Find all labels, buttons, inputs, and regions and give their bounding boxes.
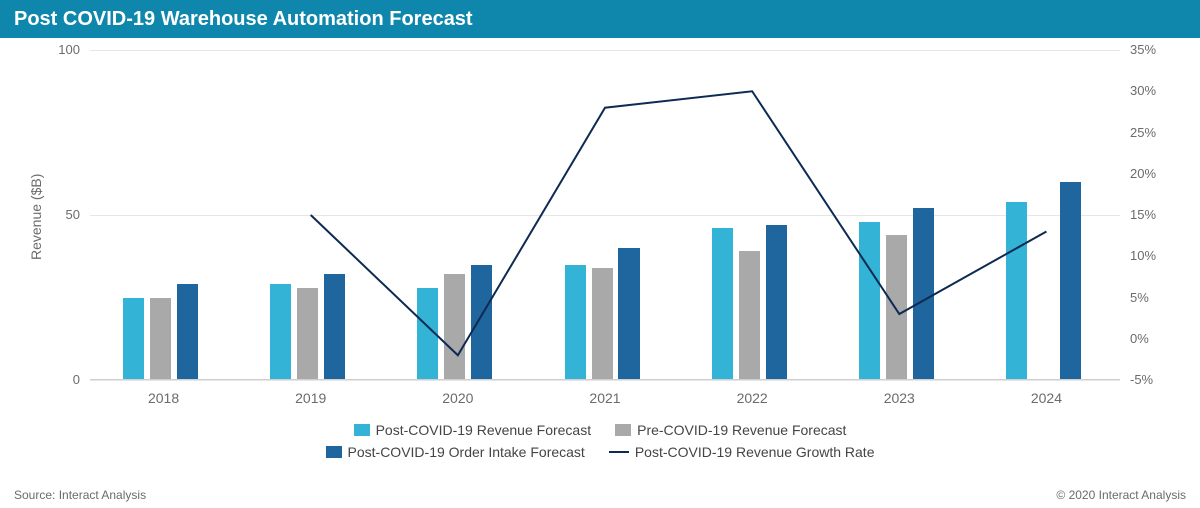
legend-item: Post-COVID-19 Revenue Growth Rate (609, 444, 875, 460)
legend: Post-COVID-19 Revenue Forecast Pre-COVID-… (300, 422, 900, 460)
copyright-label: © 2020 Interact Analysis (1056, 488, 1186, 502)
page-title: Post COVID-19 Warehouse Automation Forec… (14, 8, 473, 30)
legend-swatch (326, 446, 342, 458)
ytick-right: 0% (1130, 331, 1149, 346)
ytick-left: 100 (40, 42, 80, 57)
ytick-right: 10% (1130, 248, 1156, 263)
xtick: 2024 (1031, 390, 1062, 406)
plot-area: 050100-5%0%5%10%15%20%25%30%35%Revenue (… (90, 50, 1120, 380)
ytick-right: 25% (1130, 125, 1156, 140)
ytick-right: 30% (1130, 83, 1156, 98)
source-label: Source: Interact Analysis (14, 488, 146, 502)
legend-label: Post-COVID-19 Order Intake Forecast (348, 444, 585, 460)
gridline (90, 380, 1120, 381)
xtick: 2023 (884, 390, 915, 406)
legend-item: Post-COVID-19 Order Intake Forecast (326, 444, 585, 460)
xtick: 2020 (442, 390, 473, 406)
growth-line (90, 50, 1120, 380)
xtick: 2018 (148, 390, 179, 406)
xtick: 2019 (295, 390, 326, 406)
ytick-right: -5% (1130, 372, 1153, 387)
xtick: 2021 (589, 390, 620, 406)
footer: Source: Interact Analysis © 2020 Interac… (0, 482, 1200, 508)
legend-line-icon (609, 451, 629, 453)
ytick-left: 50 (40, 207, 80, 222)
legend-swatch (354, 424, 370, 436)
ytick-right: 35% (1130, 42, 1156, 57)
legend-label: Post-COVID-19 Revenue Forecast (376, 422, 592, 438)
chart-area: 0 50 100 -5% 0% 5% 10% 15% 20% 25% 30% 35% Revenue (… (0, 38, 1200, 508)
y-axis-label: Revenue ($B) (28, 174, 44, 260)
ytick-right: 5% (1130, 290, 1149, 305)
header-bar: Post COVID-19 Warehouse Automation Forec… (0, 0, 1200, 38)
legend-item: Pre-COVID-19 Revenue Forecast (615, 422, 846, 438)
legend-item: Post-COVID-19 Revenue Forecast (354, 422, 592, 438)
legend-swatch (615, 424, 631, 436)
ytick-right: 15% (1130, 207, 1156, 222)
xtick: 2022 (737, 390, 768, 406)
legend-label: Post-COVID-19 Revenue Growth Rate (635, 444, 875, 460)
ytick-right: 20% (1130, 166, 1156, 181)
legend-label: Pre-COVID-19 Revenue Forecast (637, 422, 846, 438)
ytick-left: 0 (40, 372, 80, 387)
